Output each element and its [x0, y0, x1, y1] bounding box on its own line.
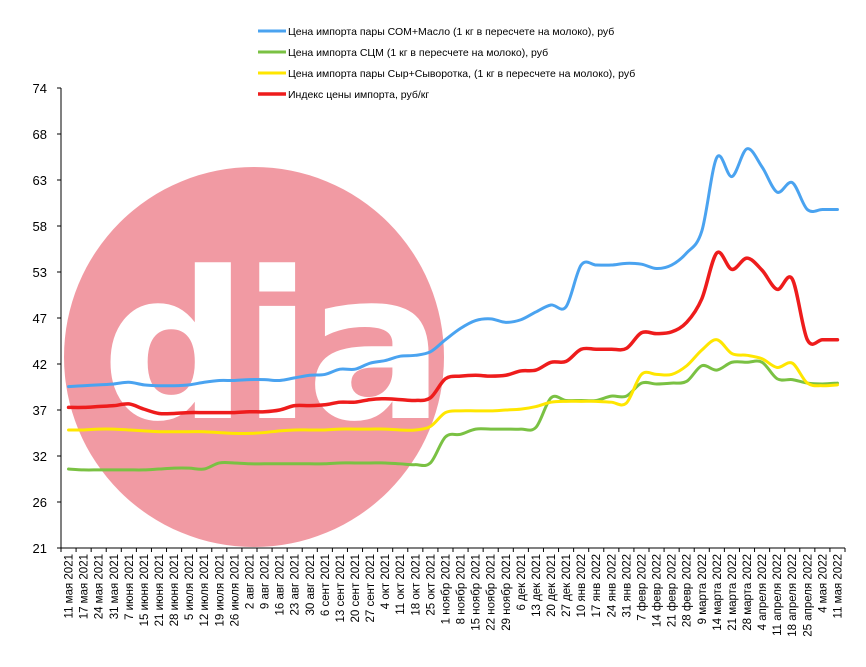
x-tick-label: 24 янв 2022: [606, 554, 618, 617]
x-tick-label: 13 сент 2021: [335, 554, 347, 623]
x-tick-label: 18 апреля 2022: [787, 554, 799, 637]
y-tick-label: 42: [33, 357, 47, 372]
x-tick-label: 21 марта 2022: [727, 554, 739, 631]
x-tick-label: 27 дек 2021: [561, 554, 573, 617]
x-tick-label: 29 ноябр 2021: [501, 554, 513, 631]
x-tick-label: 4 апреля 2022: [757, 554, 769, 630]
x-tick-label: 30 авг 2021: [305, 554, 317, 615]
x-tick-label: 25 апреля 2022: [802, 554, 814, 637]
x-tick-label: 17 янв 2022: [591, 554, 603, 617]
y-tick-label: 74: [33, 81, 47, 96]
x-tick-label: 31 янв 2022: [621, 554, 633, 617]
y-tick-label: 47: [33, 311, 47, 326]
watermark-circle: [64, 167, 444, 547]
x-tick-label: 14 февр 2022: [652, 554, 664, 627]
x-tick-label: 9 марта 2022: [697, 554, 709, 624]
x-tick-label: 13 дек 2021: [531, 554, 543, 617]
x-tick-label: 7 июня 2021: [124, 554, 136, 620]
x-tick-label: 28 марта 2022: [742, 554, 754, 631]
x-tick-label: 15 июня 2021: [139, 554, 151, 626]
series-line-3: [67, 338, 839, 436]
x-tick-label: 27 сент 2021: [365, 554, 377, 623]
x-tick-label: 6 дек 2021: [516, 554, 528, 611]
x-tick-label: 28 июня 2021: [169, 554, 181, 626]
x-tick-label: 9 авг 2021: [260, 554, 272, 609]
x-tick-label: 23 авг 2021: [290, 554, 302, 615]
y-tick-label: 58: [33, 219, 47, 234]
series-layer: [66, 147, 840, 472]
series-line-1: [67, 147, 839, 389]
x-tick-label: 1 ноябр 2021: [440, 554, 452, 624]
x-tick-label: 4 окт 2021: [380, 554, 392, 609]
x-tick-label: 7 февр 2022: [636, 554, 648, 621]
x-tick-label: 24 мая 2021: [94, 554, 106, 619]
x-tick-label: 26 июля 2021: [229, 554, 241, 627]
y-tick-label: 68: [33, 127, 47, 142]
y-tick-label: 53: [33, 265, 47, 280]
legend-label-1: Цена импорта пары СОМ+Масло (1 кг в пере…: [288, 26, 614, 38]
y-tick-label: 21: [33, 541, 47, 556]
y-tick-label: 32: [33, 449, 47, 464]
x-tick-label: 15 ноябр 2021: [471, 554, 483, 631]
x-tick-label: 4 мая 2022: [817, 554, 829, 613]
x-tick-label: 2 авг 2021: [244, 554, 256, 609]
legend-label-4: Индекс цены импорта, руб/кг: [288, 89, 429, 101]
x-tick-label: 22 ноябр 2021: [486, 554, 498, 631]
x-tick-label: 10 янв 2022: [576, 554, 588, 617]
legend: Цена импорта пары СОМ+Масло (1 кг в пере…: [258, 26, 635, 101]
x-tick-label: 21 июня 2021: [154, 554, 166, 626]
y-tick-label: 63: [33, 173, 47, 188]
dia-watermark-logo: dia: [64, 167, 445, 547]
x-tick-label: 28 февр 2022: [682, 554, 694, 627]
y-tick-label: 37: [33, 403, 47, 418]
x-tick-label: 6 сент 2021: [320, 554, 332, 616]
legend-label-3: Цена импорта пары Сыр+Сыворотка, (1 кг в…: [288, 68, 635, 80]
x-tick-label: 11 апреля 2022: [772, 554, 784, 636]
axes: 21 26 32 37 42 47 53 58 63 68 74 11 мая 2021 17 мая …: [33, 81, 846, 637]
x-tick-label: 25 окт 2021: [425, 554, 437, 616]
x-tick-label: 20 сент 2021: [350, 554, 362, 623]
x-tick-label: 11 мая 2021: [64, 554, 76, 618]
x-tick-label: 20 дек 2021: [546, 554, 558, 617]
series-line-2: [67, 359, 839, 472]
x-tick-label: 12 июля 2021: [199, 554, 211, 627]
x-tick-label: 17 мая 2021: [79, 554, 91, 619]
legend-label-2: Цена импорта СЦМ (1 кг в пересчете на мо…: [288, 47, 548, 59]
series-line-4: [66, 250, 840, 416]
x-tick-label: 5 июля 2021: [184, 554, 196, 620]
x-tick-label: 16 авг 2021: [275, 554, 287, 615]
x-tick-label: 31 мая 2021: [109, 554, 121, 619]
x-tick-label: 8 ноябр 2021: [456, 554, 468, 624]
x-tick-label: 21 февр 2022: [667, 554, 679, 627]
x-tick-label: 14 марта 2022: [712, 554, 724, 631]
x-tick-label: 11 мая 2022: [832, 554, 844, 618]
y-tick-label: 26: [33, 495, 47, 510]
x-tick-label: 11 окт 2021: [395, 554, 407, 615]
x-tick-label: 19 июля 2021: [214, 554, 226, 627]
x-tick-label: 18 окт 2021: [410, 554, 422, 616]
watermark-logo-text: dia: [101, 229, 438, 467]
